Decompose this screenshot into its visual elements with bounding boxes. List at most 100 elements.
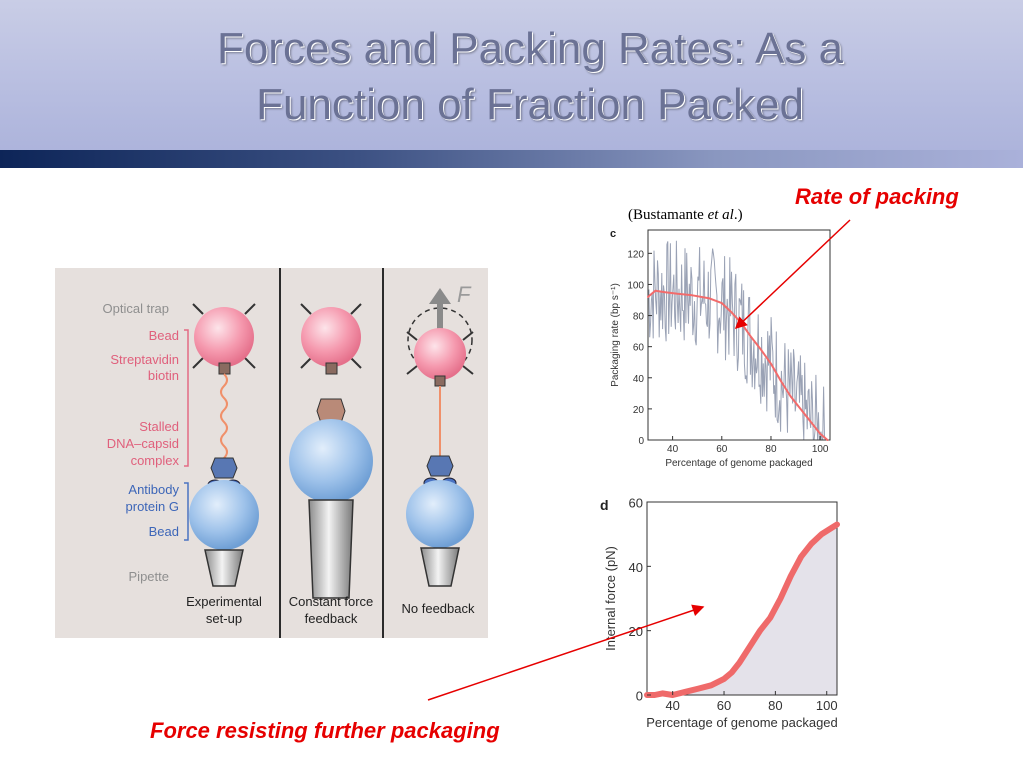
label-bead-bottom: Bead xyxy=(149,524,179,539)
streptavidin-biotin xyxy=(218,362,231,375)
pipette-bead xyxy=(289,419,373,503)
data-point xyxy=(800,555,802,558)
data-point xyxy=(789,575,792,577)
y-tick-label: 60 xyxy=(633,343,645,354)
label-antibody: Antibody xyxy=(128,482,179,497)
data-point xyxy=(779,597,782,600)
data-point xyxy=(750,336,753,339)
y-axis-label: Packaging rate (bp s⁻¹) xyxy=(610,283,621,387)
data-point xyxy=(654,289,657,292)
data-point xyxy=(661,692,664,695)
data-point xyxy=(653,694,656,696)
x-tick-label: 100 xyxy=(816,698,838,713)
data-point xyxy=(810,543,813,545)
plot-frame xyxy=(646,501,838,696)
data-point xyxy=(691,294,694,297)
x-tick-label: 40 xyxy=(667,444,679,455)
antibody-bracket xyxy=(184,482,189,541)
label-complex: complex xyxy=(131,453,180,468)
data-point xyxy=(809,420,812,423)
x-axis-label: Percentage of genome packaged xyxy=(646,715,838,730)
data-point xyxy=(708,297,711,300)
data-point xyxy=(748,645,751,648)
label-protein-g: protein G xyxy=(126,499,179,514)
streptavidin-biotin xyxy=(325,362,338,375)
slide-header: Forces and Packing Rates: As a Function … xyxy=(0,0,1023,168)
micropipette xyxy=(420,547,460,587)
y-tick-label: 120 xyxy=(627,249,644,260)
data-point xyxy=(664,291,667,294)
y-tick-label: 80 xyxy=(633,312,645,323)
y-tick-label: 100 xyxy=(627,280,644,291)
label-force: F xyxy=(457,282,472,307)
label-stalled: Stalled xyxy=(139,419,179,434)
series-line xyxy=(647,289,829,441)
internal-force-chart: 40 60 80 100 0 20 40 60 Percentage of genome pac… xyxy=(595,490,855,740)
laser-glint-icon xyxy=(300,303,362,369)
y-tick-label: 20 xyxy=(629,624,643,639)
data-point xyxy=(826,439,829,441)
x-tick-label: 80 xyxy=(765,444,777,455)
bead-bracket xyxy=(184,329,189,467)
citation: (Bustamante et al.) xyxy=(628,207,743,224)
data-point xyxy=(780,380,782,382)
x-tick-label: 100 xyxy=(812,444,829,455)
rate-annotation: Rate of packing xyxy=(795,184,959,209)
slide-title-line2: Function of Fraction Packed xyxy=(256,80,804,129)
data-point xyxy=(759,629,761,632)
slide-title-line1: Forces and Packing Rates: As a xyxy=(216,24,844,73)
laser-glint-icon xyxy=(192,303,256,369)
data-point xyxy=(789,395,792,398)
caption-constant-2: feedback xyxy=(305,611,358,626)
caption-experimental-1: Experimental xyxy=(186,594,262,609)
data-point xyxy=(710,684,712,687)
dna-capsid xyxy=(210,457,238,479)
assay-drawing: Optical trap Bead Streptavidin biotin St… xyxy=(103,268,475,638)
y-tick-label: 40 xyxy=(633,374,645,385)
panel-label: d xyxy=(600,497,609,513)
data-point xyxy=(836,523,838,526)
data-point xyxy=(760,348,762,351)
pipette-bead xyxy=(189,480,259,550)
data-point xyxy=(730,311,733,314)
label-pipette: Pipette xyxy=(129,569,169,584)
data-point xyxy=(831,526,833,529)
force-annotation: Force resisting further packaging xyxy=(150,718,500,743)
laser-glint-icon xyxy=(406,331,474,375)
internal-force-svg: 40 60 80 100 0 20 40 60 Percentage of genome pac… xyxy=(600,496,840,730)
data-point xyxy=(770,362,772,365)
data-point xyxy=(676,292,679,295)
trap-center-outline xyxy=(407,307,473,373)
caption-constant-1: Constant force xyxy=(289,594,374,609)
label-streptavidin: Streptavidin xyxy=(110,352,179,367)
data-point xyxy=(769,617,772,619)
x-tick-label: 60 xyxy=(717,698,731,713)
dna-capsid xyxy=(426,455,454,477)
label-biotin: biotin xyxy=(148,368,179,383)
packaging-rate-chart: 40 60 80 100 0 20 40 60 80 100 120 Percentage of ge… xyxy=(600,225,840,475)
x-tick-label: 40 xyxy=(665,698,679,713)
y-tick-label: 60 xyxy=(629,496,643,511)
label-bead-top: Bead xyxy=(149,328,179,343)
data-point xyxy=(697,687,700,690)
citation-author: (Bustamante xyxy=(628,207,708,223)
label-optical-trap: Optical trap xyxy=(103,301,169,316)
area-fill xyxy=(647,524,837,695)
x-tick-label: 60 xyxy=(716,444,728,455)
streptavidin-biotin xyxy=(434,375,446,387)
citation-etal: et al xyxy=(707,207,734,223)
data-point xyxy=(647,296,649,298)
data-point xyxy=(820,533,823,535)
trap-bead xyxy=(194,307,254,367)
trap-bead xyxy=(301,307,361,367)
data-point xyxy=(730,671,733,674)
y-tick-label: 40 xyxy=(629,560,643,575)
y-tick-label: 0 xyxy=(636,689,643,704)
pipette-bead xyxy=(406,480,474,548)
data-point xyxy=(684,690,687,693)
citation-end: .) xyxy=(733,207,743,223)
label-dna-capsid: DNA–capsid xyxy=(107,436,179,451)
y-axis-label: Internal force (pN) xyxy=(603,546,618,651)
data-point xyxy=(723,678,725,680)
x-axis-label: Percentage of genome packaged xyxy=(665,458,812,469)
